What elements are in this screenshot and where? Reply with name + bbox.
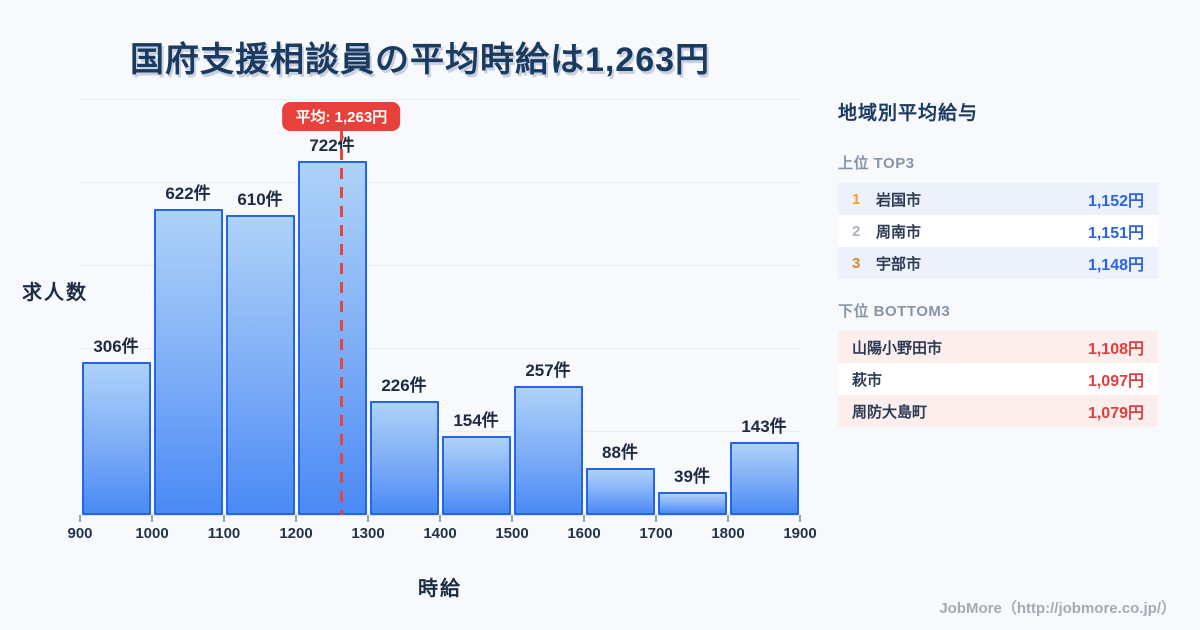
city-name: 岩国市 xyxy=(876,191,922,209)
histogram-bar xyxy=(225,215,295,515)
rank-row: 2 周南市 1,151円 xyxy=(838,215,1158,247)
y-axis-label: 求人数 xyxy=(22,282,88,304)
x-tick-label: 1700 xyxy=(639,525,673,542)
rank-row: 山陽小野田市 1,108円 xyxy=(838,331,1158,363)
histogram-bar xyxy=(369,401,439,515)
region-salary-panel: 地域別平均給与 上位 TOP3 1 岩国市 1,152円 2 周南市 1,151円 3 宇部市… xyxy=(838,98,1158,427)
x-tick-mark xyxy=(727,515,729,522)
average-badge: 平均: 1,263円 xyxy=(282,102,401,131)
salary-value: 1,151円 xyxy=(1087,225,1144,242)
gridline xyxy=(80,182,800,183)
histogram-bar xyxy=(657,492,727,515)
top3-table: 1 岩国市 1,152円 2 周南市 1,151円 3 宇部市 1,148円 xyxy=(838,183,1158,279)
x-tick-mark xyxy=(439,515,441,522)
rank-row: 萩市 1,097円 xyxy=(838,363,1158,395)
histogram-bar xyxy=(513,386,583,515)
x-tick-mark xyxy=(295,515,297,522)
x-tick-mark xyxy=(79,515,81,522)
salary-value: 1,108円 xyxy=(1087,341,1144,358)
bar-count-label: 143件 xyxy=(741,417,787,436)
x-tick-label: 900 xyxy=(67,525,93,542)
salary-value: 1,148円 xyxy=(1087,257,1144,274)
histogram-plot: 306件 622件 610件 722件 226件 154件 257件 88件 39件 143件 平均… xyxy=(80,99,800,516)
x-tick-mark xyxy=(151,515,153,522)
histogram-bar xyxy=(297,161,367,515)
page-title: 国府支援相談員の平均時給は1,263円 xyxy=(129,41,711,79)
histogram-bar xyxy=(441,436,511,515)
bar-count-label: 257件 xyxy=(525,361,571,380)
salary-value: 1,152円 xyxy=(1087,193,1144,210)
gridline xyxy=(80,431,800,432)
bar-count-label: 39件 xyxy=(674,467,710,486)
salary-value: 1,097円 xyxy=(1087,373,1144,390)
bottom3-table: 山陽小野田市 1,108円萩市 1,097円周防大島町 1,079円 xyxy=(838,331,1158,427)
city-name: 周防大島町 xyxy=(852,403,928,421)
bar-count-label: 306件 xyxy=(93,337,139,356)
rank-number: 1 xyxy=(852,190,861,208)
x-tick-mark xyxy=(367,515,369,522)
x-tick-label: 1400 xyxy=(423,525,457,542)
x-tick-label: 1600 xyxy=(567,525,601,542)
x-tick-mark xyxy=(511,515,513,522)
x-axis-label: 時給 xyxy=(418,578,462,600)
gridline xyxy=(80,348,800,349)
city-name: 宇部市 xyxy=(876,255,922,273)
x-tick-label: 1800 xyxy=(711,525,745,542)
histogram-bar xyxy=(729,442,799,515)
bottom3-heading: 下位 BOTTOM3 xyxy=(838,303,951,320)
salary-value: 1,079円 xyxy=(1087,405,1144,422)
histogram-bar xyxy=(585,468,655,515)
rank-number: 2 xyxy=(852,222,861,240)
panel-title: 地域別平均給与 xyxy=(838,103,979,124)
city-name: 周南市 xyxy=(876,223,922,241)
bar-count-label: 226件 xyxy=(381,376,427,395)
rank-row: 3 宇部市 1,148円 xyxy=(838,247,1158,279)
x-tick-mark xyxy=(655,515,657,522)
bar-count-label: 722件 xyxy=(309,136,355,155)
bar-count-label: 622件 xyxy=(165,184,211,203)
rank-number: 3 xyxy=(852,254,861,272)
x-tick-label: 1100 xyxy=(207,525,241,542)
bar-count-label: 88件 xyxy=(602,443,638,462)
rank-row: 1 岩国市 1,152円 xyxy=(838,183,1158,215)
x-tick-label: 1300 xyxy=(351,525,385,542)
city-name: 萩市 xyxy=(852,371,883,389)
gridline xyxy=(80,265,800,266)
bar-count-label: 154件 xyxy=(453,411,499,430)
histogram-bar xyxy=(81,362,151,515)
top3-heading: 上位 TOP3 xyxy=(838,155,915,172)
bar-count-label: 610件 xyxy=(237,190,283,209)
x-tick-label: 1000 xyxy=(135,525,169,542)
city-name: 山陽小野田市 xyxy=(852,339,943,357)
average-line xyxy=(339,130,343,515)
x-tick-label: 1200 xyxy=(279,525,313,542)
x-tick-label: 1500 xyxy=(495,525,529,542)
x-tick-label: 1900 xyxy=(783,525,817,542)
histogram-bar xyxy=(153,209,223,515)
gridline xyxy=(80,99,800,100)
x-axis: 900 1000 1100 1200 1300 1400 1500 1600 1700 1800 1… xyxy=(67,515,817,565)
x-tick-mark xyxy=(799,515,801,522)
x-tick-mark xyxy=(223,515,225,522)
x-tick-mark xyxy=(583,515,585,522)
source-credit: JobMore（http://jobmore.co.jp/） xyxy=(939,600,1176,617)
rank-row: 周防大島町 1,079円 xyxy=(838,395,1158,427)
